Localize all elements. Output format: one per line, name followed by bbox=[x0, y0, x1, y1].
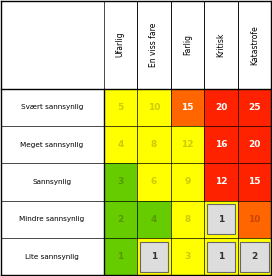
Text: 9: 9 bbox=[184, 177, 191, 186]
Text: Kritisk: Kritisk bbox=[217, 33, 225, 57]
Text: Ufarlig: Ufarlig bbox=[116, 32, 125, 57]
Bar bbox=[140, 242, 168, 272]
Bar bbox=[104, 238, 137, 275]
Bar bbox=[240, 242, 269, 272]
Text: 12: 12 bbox=[215, 177, 227, 186]
Text: 3: 3 bbox=[117, 177, 123, 186]
Bar bbox=[171, 238, 204, 275]
Bar bbox=[207, 242, 235, 272]
Text: 20: 20 bbox=[215, 103, 227, 112]
Text: 3: 3 bbox=[184, 252, 191, 261]
Bar bbox=[204, 163, 238, 201]
Bar bbox=[137, 163, 171, 201]
Text: 16: 16 bbox=[215, 140, 227, 149]
Bar bbox=[137, 126, 171, 163]
Text: Svært sannsynlig: Svært sannsynlig bbox=[21, 104, 83, 110]
Bar bbox=[238, 126, 271, 163]
Text: Lite sannsynlig: Lite sannsynlig bbox=[25, 254, 79, 260]
Bar bbox=[104, 126, 137, 163]
Bar bbox=[104, 163, 137, 201]
Bar bbox=[238, 238, 271, 275]
Bar bbox=[204, 238, 238, 275]
Text: 20: 20 bbox=[248, 140, 261, 149]
Bar bbox=[104, 201, 137, 238]
Bar bbox=[204, 89, 238, 126]
Text: 4: 4 bbox=[151, 215, 157, 224]
Text: 15: 15 bbox=[248, 177, 261, 186]
Text: 8: 8 bbox=[184, 215, 191, 224]
Text: 1: 1 bbox=[117, 252, 123, 261]
Bar bbox=[238, 163, 271, 201]
Text: 8: 8 bbox=[151, 140, 157, 149]
Bar bbox=[171, 201, 204, 238]
Text: Meget sannsynlig: Meget sannsynlig bbox=[20, 142, 84, 148]
Bar bbox=[171, 89, 204, 126]
Bar bbox=[204, 201, 238, 238]
Text: Mindre sannsynlig: Mindre sannsynlig bbox=[20, 216, 85, 222]
Text: 6: 6 bbox=[151, 177, 157, 186]
Bar bbox=[137, 89, 171, 126]
Text: Sannsynlig: Sannsynlig bbox=[33, 179, 72, 185]
Text: 25: 25 bbox=[248, 103, 261, 112]
Text: 4: 4 bbox=[117, 140, 123, 149]
Text: 2: 2 bbox=[117, 215, 123, 224]
Bar bbox=[204, 126, 238, 163]
Text: 10: 10 bbox=[248, 215, 261, 224]
Bar bbox=[171, 163, 204, 201]
Bar bbox=[137, 201, 171, 238]
Bar bbox=[104, 89, 137, 126]
Bar bbox=[137, 238, 171, 275]
Text: 2: 2 bbox=[251, 252, 258, 261]
Text: 1: 1 bbox=[218, 252, 224, 261]
Text: En viss fare: En viss fare bbox=[149, 22, 158, 67]
Bar bbox=[238, 201, 271, 238]
Text: 5: 5 bbox=[117, 103, 123, 112]
Text: 15: 15 bbox=[181, 103, 194, 112]
Text: 10: 10 bbox=[148, 103, 160, 112]
Text: Katastrofe: Katastrofe bbox=[250, 25, 259, 65]
Text: 1: 1 bbox=[218, 215, 224, 224]
Bar bbox=[238, 89, 271, 126]
Text: 12: 12 bbox=[181, 140, 194, 149]
Text: 1: 1 bbox=[151, 252, 157, 261]
Text: Farlig: Farlig bbox=[183, 34, 192, 55]
Bar bbox=[171, 126, 204, 163]
Bar bbox=[207, 204, 235, 234]
